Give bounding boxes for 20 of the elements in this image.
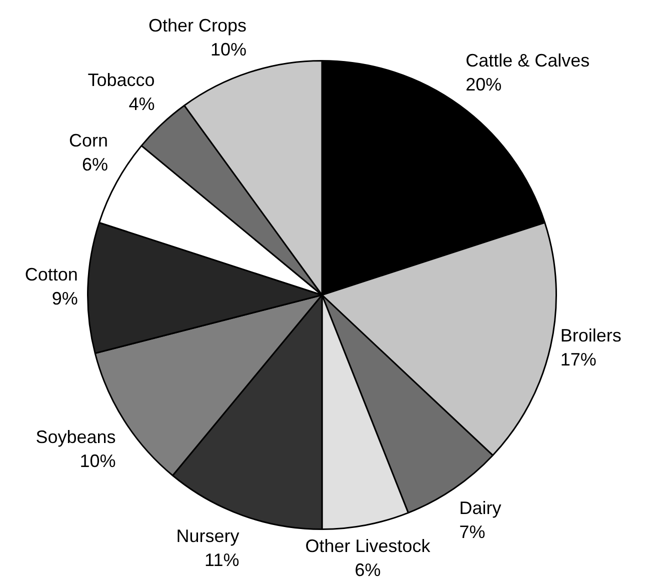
- slice-label: Dairy: [459, 498, 502, 518]
- data-label: 9%: [52, 288, 78, 308]
- slice-label: Tobacco: [88, 70, 155, 90]
- data-label: 10%: [80, 450, 116, 471]
- data-label: 7%: [459, 522, 486, 542]
- data-label: 6%: [82, 154, 108, 174]
- slice-label: Cotton: [24, 264, 78, 284]
- slice-label: Soybeans: [36, 426, 116, 447]
- data-label: 10%: [210, 40, 247, 60]
- data-label: 17%: [560, 349, 596, 370]
- data-label: 6%: [354, 560, 381, 580]
- data-label: 20%: [466, 74, 502, 94]
- data-label: 4%: [128, 94, 155, 114]
- slice-label: Nursery: [176, 526, 240, 546]
- slice-label: Cattle & Calves: [466, 50, 590, 70]
- data-label: 11%: [204, 550, 240, 570]
- slice-label: Other Crops: [148, 16, 247, 36]
- slice-label: Broilers: [560, 325, 622, 346]
- slice-label: Corn: [68, 130, 108, 150]
- slice-label: Other Livestock: [305, 536, 432, 556]
